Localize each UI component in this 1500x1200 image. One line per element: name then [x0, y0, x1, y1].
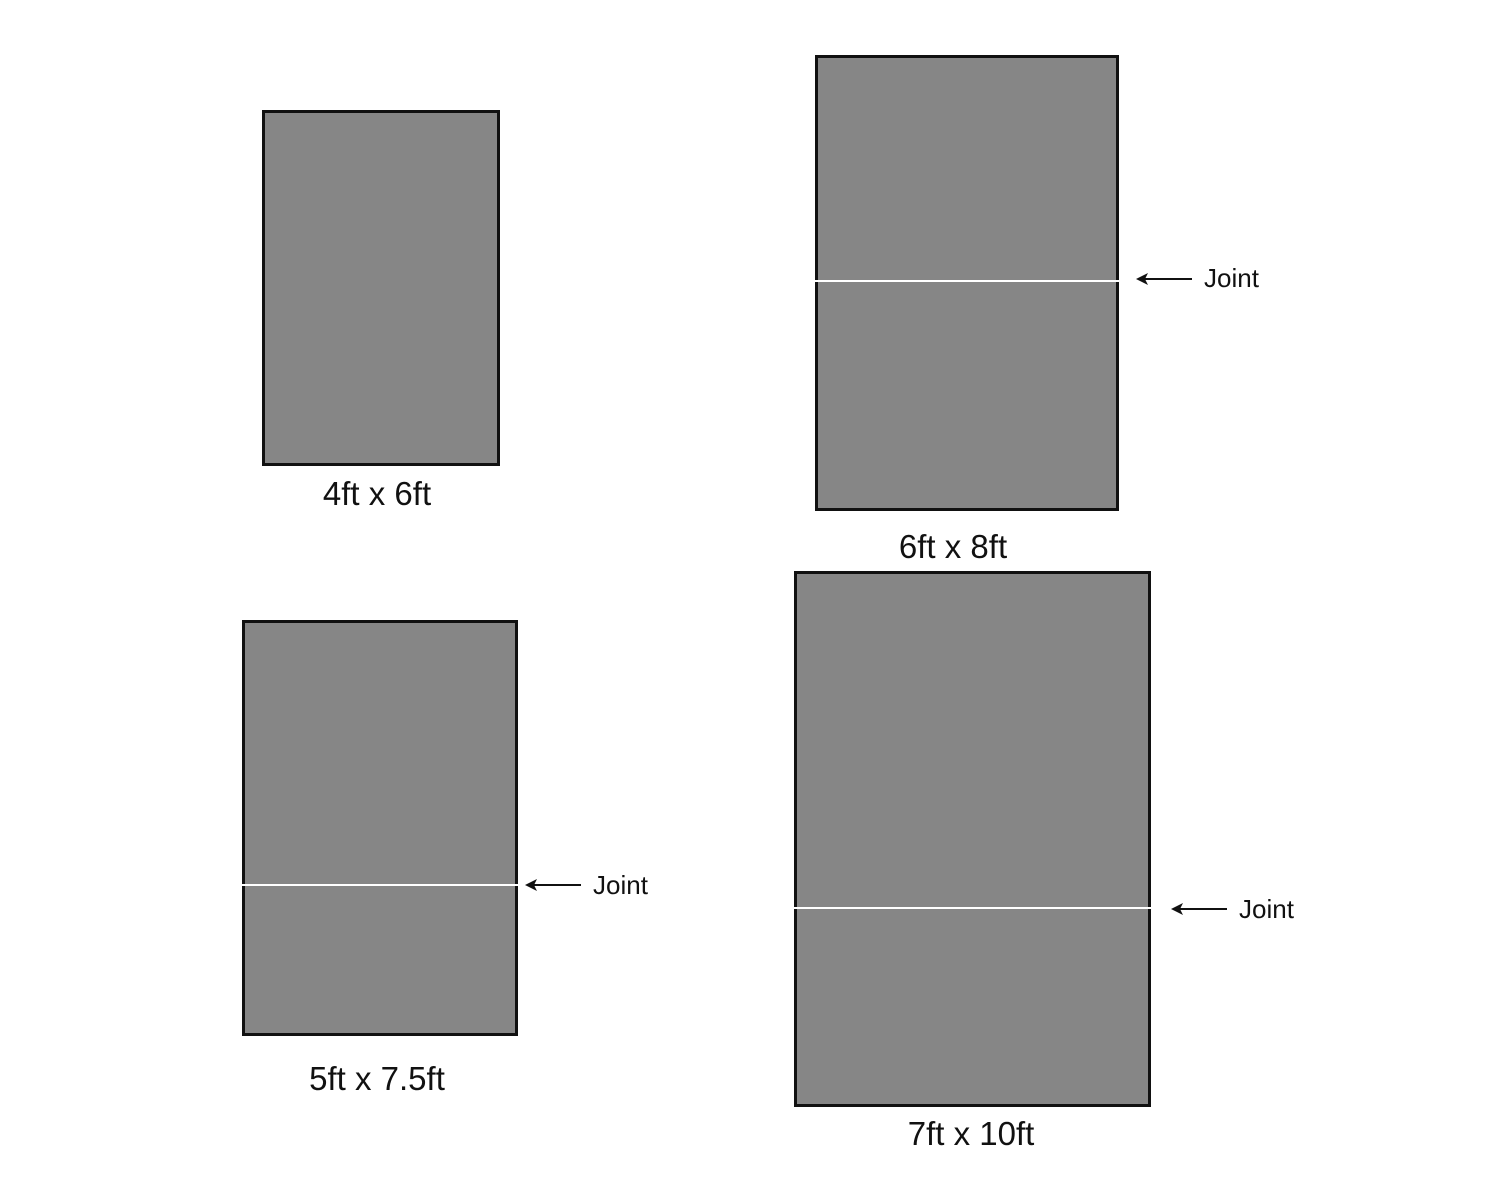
joint-line-6x8 [813, 280, 1121, 282]
panel-5x7-5 [242, 620, 518, 1036]
panel-6x8 [815, 55, 1119, 511]
size-label-7x10: 7ft x 10ft [907, 1115, 1035, 1152]
joint-label-5x7-5: Joint [593, 870, 648, 900]
size-label-6x8: 6ft x 8ft [898, 528, 1008, 565]
joint-label-6x8: Joint [1204, 263, 1259, 293]
arrow-left-icon [1171, 903, 1227, 915]
arrow-left-icon [525, 879, 581, 891]
joint-line-7x10 [792, 907, 1153, 909]
joint-line-5x7-5 [240, 884, 520, 886]
size-label-5x7-5: 5ft x 7.5ft [309, 1060, 445, 1097]
size-label-4x6: 4ft x 6ft [322, 475, 432, 512]
arrow-left-icon [1136, 273, 1192, 285]
panel-4x6 [262, 110, 500, 466]
panel-7x10 [794, 571, 1151, 1107]
joint-label-7x10: Joint [1239, 894, 1294, 924]
